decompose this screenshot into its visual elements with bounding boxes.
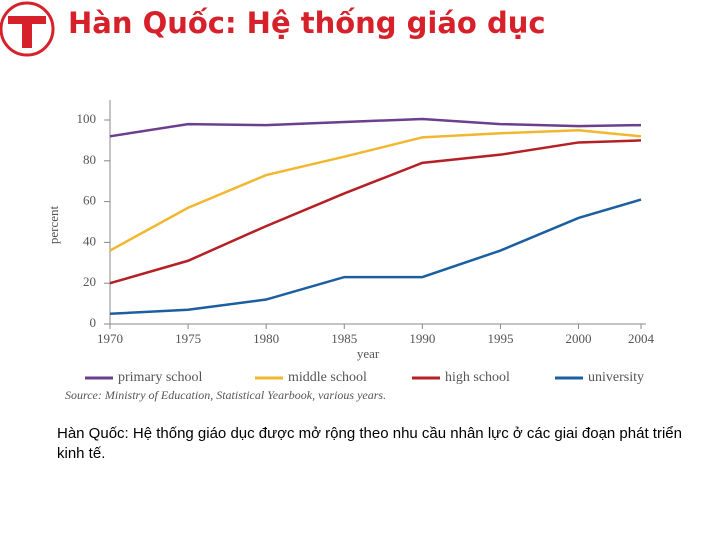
legend-label: university	[588, 370, 644, 385]
x-tick-label: 1990	[409, 331, 435, 346]
x-tick-label: 2000	[566, 331, 592, 346]
x-tick-label: 2004	[628, 331, 655, 346]
x-tick-label: 1980	[253, 331, 279, 346]
y-tick-label: 40	[83, 233, 96, 248]
x-tick-label: 1995	[487, 331, 513, 346]
y-tick-label: 100	[77, 111, 97, 126]
source-note: Source: Ministry of Education, Statistic…	[65, 388, 386, 402]
legend-label: middle school	[288, 370, 367, 385]
y-tick-label: 80	[83, 152, 96, 167]
series-line	[109, 128, 642, 252]
legend-label: primary school	[118, 370, 202, 385]
x-axis-label: year	[357, 346, 380, 361]
caption: Hàn Quốc: Hệ thống giáo dục được mở rộng…	[57, 425, 682, 462]
y-tick-label: 60	[83, 193, 96, 208]
logo	[0, 1, 55, 57]
x-tick-label: 1975	[175, 331, 201, 346]
slide-title: Hàn Quốc: Hệ thống giáo dục	[68, 6, 546, 40]
legend-label: high school	[445, 370, 510, 385]
y-tick-label: 20	[83, 274, 96, 289]
x-tick-label: 1970	[97, 331, 123, 346]
series-line	[109, 198, 642, 316]
series-line	[109, 139, 642, 285]
y-tick-label: 0	[90, 315, 97, 330]
y-axis-label: percent	[46, 205, 61, 244]
x-tick-label: 1985	[331, 331, 357, 346]
series-line	[109, 117, 642, 138]
